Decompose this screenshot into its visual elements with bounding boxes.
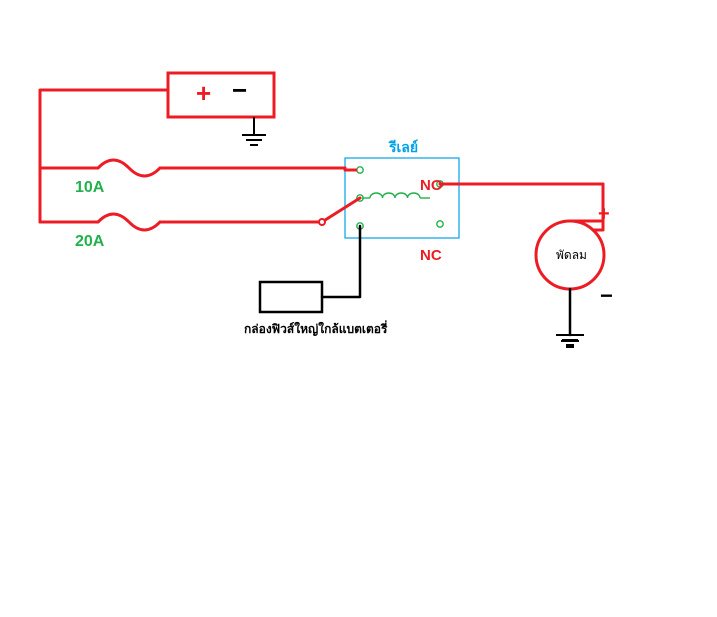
- relay-coil-icon: [370, 193, 420, 198]
- relay-label: รีเลย์: [388, 139, 419, 155]
- battery-ground-icon: [242, 117, 266, 145]
- battery-box: [168, 73, 274, 117]
- fuse-20a-label: 20A: [75, 233, 105, 250]
- relay-feed-10a-stub: [345, 168, 356, 170]
- battery-minus-label: −: [232, 75, 247, 105]
- fuse-10a-label: 10A: [75, 179, 105, 196]
- fusebox-label: กล่องฟิวส์ใหญ่ใกล้แบตเตอรี่: [244, 320, 388, 336]
- switch-pivot-icon: [319, 219, 325, 225]
- fan-plus-label: +: [598, 203, 610, 225]
- relay-no-label: NO: [420, 177, 443, 194]
- fuse-10a-icon: [98, 160, 160, 176]
- relay-nc-label: NC: [420, 247, 442, 264]
- relay-to-fusebox-wire: [322, 226, 360, 297]
- relay-terminal-nc: [437, 221, 443, 227]
- fuse-20a-icon: [98, 214, 160, 230]
- battery-plus-label: +: [196, 78, 211, 108]
- fan-label: พัดลม: [556, 248, 587, 262]
- fan-minus-label: −: [600, 283, 613, 308]
- bus-left-red: [40, 90, 168, 222]
- switch-arm: [322, 198, 360, 222]
- fusebox-rect: [260, 282, 322, 312]
- relay-terminal-top-left: [357, 167, 363, 173]
